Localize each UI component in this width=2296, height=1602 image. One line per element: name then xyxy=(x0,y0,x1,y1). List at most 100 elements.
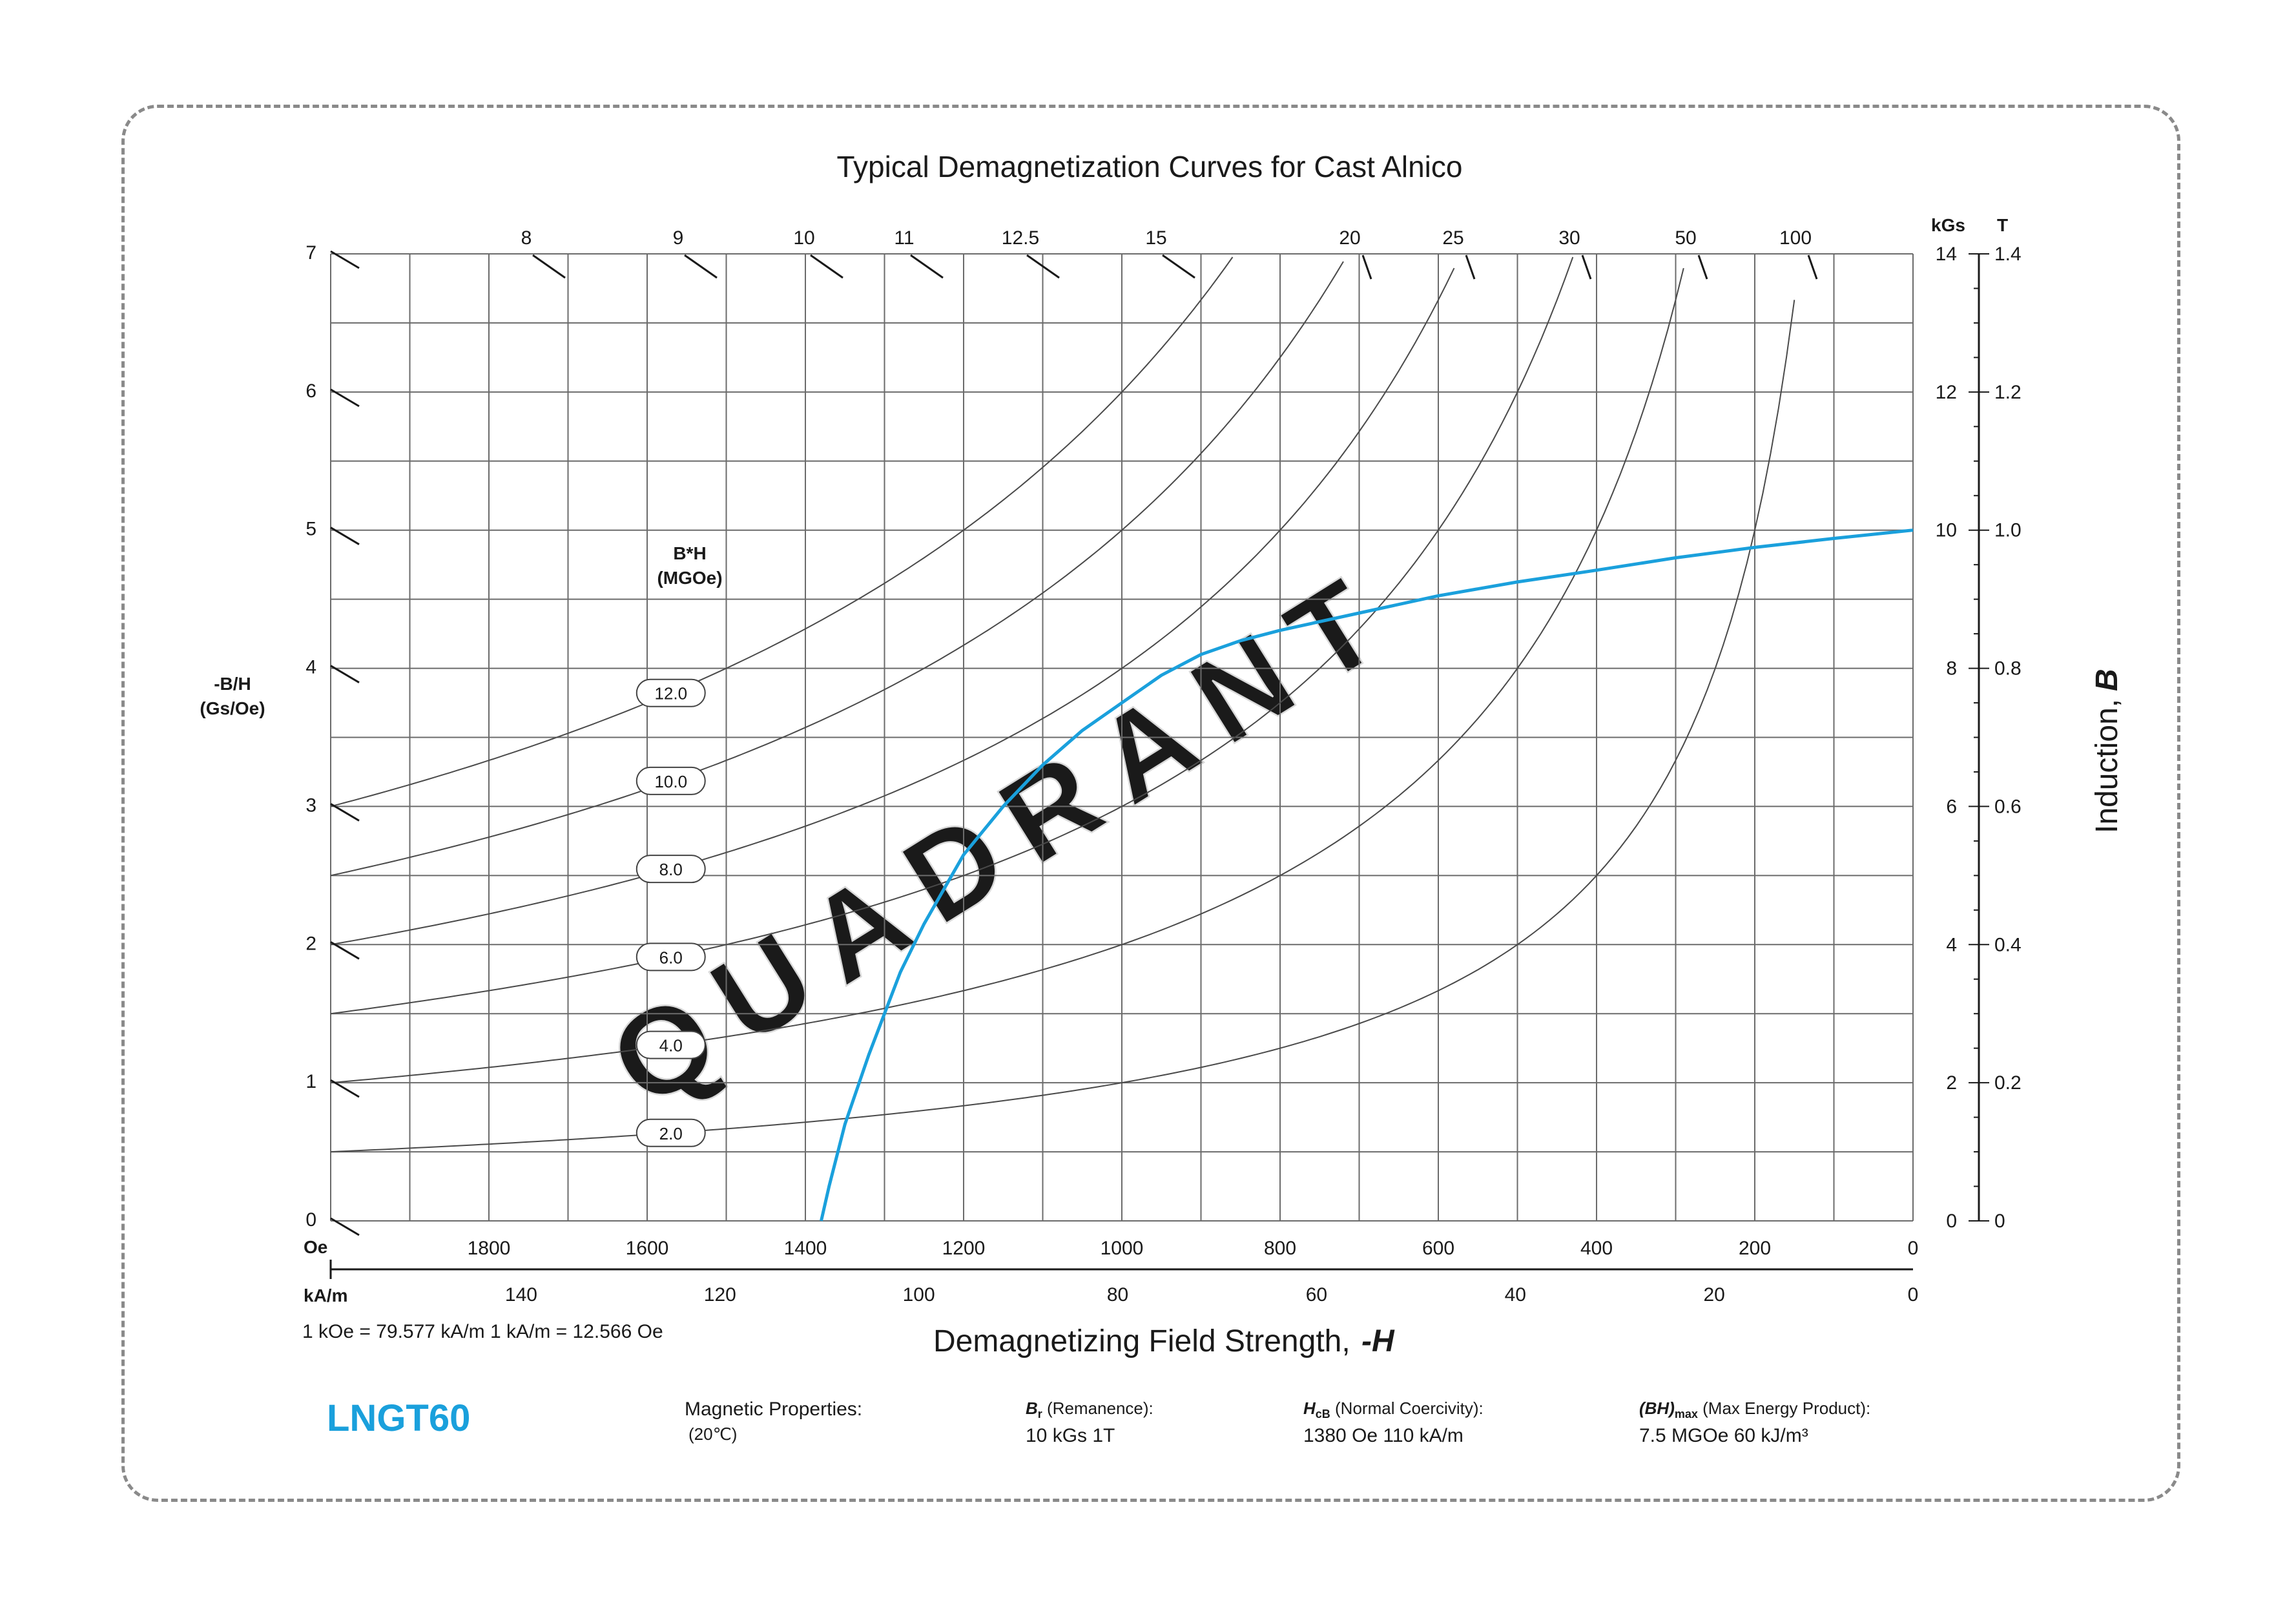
top-scale-label: 9 xyxy=(673,227,684,249)
coercivity-block: HcB (Normal Coercivity): 1380 Oe 110 kA/… xyxy=(1303,1399,1484,1447)
energy-product-curve-label: 12.0 xyxy=(654,684,687,703)
top-scale-tick xyxy=(1162,254,1195,279)
x-tick-label-oe: 600 xyxy=(1422,1238,1454,1259)
x-tick-label-oe: 1600 xyxy=(626,1238,669,1259)
x-axis-title: Demagnetizing Field Strength, xyxy=(933,1324,1350,1358)
y-axis-title-left-unit: (Gs/Oe) xyxy=(200,698,265,718)
product-name: LNGT60 xyxy=(327,1397,471,1439)
energy-product-curve xyxy=(330,261,1344,877)
x-unit-oe: Oe xyxy=(304,1237,327,1257)
permeance-tick xyxy=(330,526,360,546)
hcb-sub: cB xyxy=(1315,1408,1330,1421)
top-scale-tick xyxy=(810,254,843,279)
x-tick-label-oe: 0 xyxy=(1908,1238,1919,1259)
y-axis-title-left: -B/H xyxy=(214,674,251,694)
y-tick-label-kgs: 0 xyxy=(1946,1211,1957,1232)
br-value: 10 kGs 1T xyxy=(1026,1425,1115,1447)
top-scale-tick xyxy=(532,254,566,279)
y-tick-label-t: 0.4 xyxy=(1994,934,2022,955)
energy-product-curve xyxy=(330,300,1795,1153)
br-symbol: B xyxy=(1026,1399,1038,1418)
permeance-tick xyxy=(330,803,360,822)
top-scale-tick xyxy=(1026,254,1060,279)
x-tick-label-ka: 140 xyxy=(505,1284,537,1306)
y-tick-label-left: 4 xyxy=(305,657,316,678)
y-tick-label-kgs: 14 xyxy=(1936,244,1957,265)
top-scale-label: 8 xyxy=(521,227,532,249)
energy-product-curve xyxy=(330,267,1455,946)
energy-product-curve-label-box xyxy=(636,678,706,707)
y-tick-label-t: 1.0 xyxy=(1994,520,2022,541)
br-label: (Remanence): xyxy=(1042,1399,1153,1418)
y-tick-label-kgs: 4 xyxy=(1946,934,1957,955)
permeance-tick xyxy=(330,941,360,960)
energy-product-curves: 2.0 4.0 6.0 8.0 10.0 12.0 B*H (MGOe) xyxy=(330,256,1795,1153)
top-scale-tick xyxy=(1581,255,1592,280)
watermark: QUADRANT xyxy=(587,541,1422,1134)
x-tick-label-ka: 100 xyxy=(903,1284,935,1306)
permeance-tick xyxy=(330,665,360,683)
energy-product-header-unit: (MGOe) xyxy=(657,568,722,588)
x-tick-label-ka: 120 xyxy=(704,1284,736,1306)
x-tick-label-ka: 20 xyxy=(1703,1284,1724,1306)
top-scale-tick xyxy=(1807,255,1818,280)
y-tick-label-kgs: 2 xyxy=(1946,1072,1957,1094)
x-tick-label-oe: 200 xyxy=(1739,1238,1771,1259)
y-tick-label-left: 0 xyxy=(305,1209,316,1231)
energy-product-curve-label-box xyxy=(636,942,706,972)
y-tick-label-kgs: 12 xyxy=(1936,382,1957,403)
y-axis-title-symbol: B xyxy=(2090,669,2124,691)
top-scale-tick xyxy=(1465,255,1476,280)
series-layer xyxy=(820,528,1914,1222)
energy-product-curve-label: 8.0 xyxy=(659,860,683,879)
x-tick-label-ka: 60 xyxy=(1306,1284,1327,1306)
y-tick-label-kgs: 8 xyxy=(1946,658,1957,680)
x-tick-label-ka: 80 xyxy=(1107,1284,1128,1306)
y-tick-label-t: 0.2 xyxy=(1994,1072,2022,1094)
y-tick-label-t: 0.6 xyxy=(1994,796,2022,817)
x-tick-label-oe: 400 xyxy=(1580,1238,1613,1259)
dashed-frame xyxy=(121,105,2180,1502)
x-tick-label-oe: 1800 xyxy=(468,1238,511,1259)
bhmax-value: 7.5 MGOe 60 kJ/m³ xyxy=(1639,1425,1808,1447)
permeance-tick xyxy=(330,250,360,269)
energy-product-block: (BH)max (Max Energy Product): 7.5 MGOe 6… xyxy=(1639,1399,1870,1447)
top-scale-label: 11 xyxy=(894,227,914,249)
top-scale-tick xyxy=(1361,255,1372,280)
chart-title: Typical Demagnetization Curves for Cast … xyxy=(837,150,1463,183)
y-tick-label-left: 2 xyxy=(305,933,316,954)
properties-temperature: (20℃) xyxy=(688,1424,738,1444)
energy-product-curve-label-box xyxy=(636,1030,706,1059)
energy-product-curve-label-box xyxy=(636,1118,706,1147)
remanence-block: Br (Remanence): 10 kGs 1T xyxy=(1026,1399,1153,1447)
y-tick-label-left: 1 xyxy=(305,1071,316,1092)
conversion-note: 1 kOe = 79.577 kA/m 1 kA/m = 12.566 Oe xyxy=(302,1321,663,1342)
energy-product-header: B*H xyxy=(673,543,706,563)
hcb-symbol: H xyxy=(1303,1399,1316,1418)
grid xyxy=(330,253,1914,1222)
y-tick-label-kgs: 10 xyxy=(1936,520,1957,541)
y-tick-label-left: 5 xyxy=(305,519,316,540)
y-axis-title-right: Induction, xyxy=(2090,699,2124,833)
energy-product-curve xyxy=(330,256,1574,1015)
top-scale-tick xyxy=(1697,255,1708,280)
y-unit-t: T xyxy=(1997,215,2008,235)
y-tick-label-t: 1.2 xyxy=(1994,382,2022,403)
x-axis-title-symbol: -H xyxy=(1361,1324,1395,1358)
top-scale-tick xyxy=(910,254,944,279)
axes: Oe 1800 1600 1400 1200 1000 800 600 400 200 0kA/m 1… xyxy=(200,215,2124,1358)
y-tick-label-t: 0.8 xyxy=(1994,658,2022,680)
hcb-value: 1380 Oe 110 kA/m xyxy=(1303,1425,1463,1447)
y-tick-label-t: 1.4 xyxy=(1994,244,2022,265)
bhmax-label: (Max Energy Product): xyxy=(1697,1399,1871,1418)
top-scale-label: 20 xyxy=(1339,227,1360,249)
top-scale-label: 50 xyxy=(1675,227,1696,249)
bhmax-sub: max xyxy=(1674,1408,1698,1421)
y-tick-label-left: 7 xyxy=(305,242,316,264)
permeance-tick xyxy=(330,388,360,408)
energy-product-curve-label: 2.0 xyxy=(659,1124,683,1143)
y-tick-label-left: 3 xyxy=(305,795,316,816)
y-tick-label-left: 6 xyxy=(305,380,316,402)
